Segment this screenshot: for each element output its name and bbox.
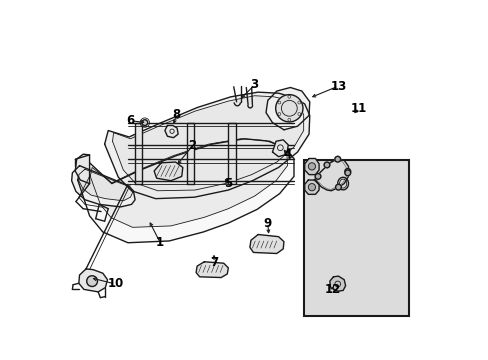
- Polygon shape: [329, 276, 345, 291]
- Circle shape: [335, 184, 341, 190]
- Text: 5: 5: [224, 177, 232, 190]
- Polygon shape: [79, 269, 107, 292]
- Circle shape: [335, 184, 341, 190]
- Circle shape: [142, 120, 147, 126]
- Circle shape: [344, 170, 350, 176]
- Circle shape: [275, 95, 303, 122]
- Circle shape: [314, 174, 320, 179]
- Circle shape: [324, 162, 329, 168]
- Circle shape: [324, 162, 329, 168]
- Polygon shape: [196, 262, 228, 278]
- Polygon shape: [135, 123, 142, 184]
- Text: 8: 8: [172, 108, 180, 121]
- Polygon shape: [79, 169, 132, 201]
- Polygon shape: [249, 234, 284, 253]
- Text: 1: 1: [156, 236, 164, 249]
- Polygon shape: [304, 180, 319, 194]
- Polygon shape: [228, 123, 235, 184]
- Polygon shape: [112, 96, 303, 191]
- Text: 3: 3: [250, 78, 258, 91]
- Text: 13: 13: [330, 80, 346, 93]
- Text: 9: 9: [263, 216, 271, 230]
- Circle shape: [344, 170, 350, 176]
- Circle shape: [344, 168, 350, 174]
- Polygon shape: [90, 139, 287, 227]
- Text: 2: 2: [188, 139, 196, 152]
- Circle shape: [308, 184, 315, 191]
- Text: 10: 10: [107, 278, 123, 291]
- Circle shape: [308, 163, 315, 170]
- Text: 4: 4: [283, 148, 291, 161]
- Circle shape: [308, 163, 315, 170]
- Circle shape: [334, 156, 340, 162]
- Text: 7: 7: [209, 256, 218, 269]
- Polygon shape: [104, 92, 309, 199]
- Circle shape: [314, 174, 320, 179]
- Polygon shape: [272, 140, 287, 157]
- Polygon shape: [265, 87, 309, 130]
- Polygon shape: [75, 154, 89, 184]
- Circle shape: [334, 156, 340, 162]
- Circle shape: [142, 120, 147, 126]
- Polygon shape: [164, 126, 178, 138]
- Circle shape: [275, 95, 303, 122]
- Polygon shape: [78, 139, 293, 243]
- Text: 11: 11: [350, 102, 366, 115]
- Text: 12: 12: [324, 283, 340, 296]
- Text: 6: 6: [126, 114, 134, 127]
- Bar: [303, 160, 408, 316]
- Circle shape: [86, 276, 97, 287]
- Polygon shape: [154, 162, 183, 181]
- Circle shape: [86, 276, 97, 287]
- Circle shape: [308, 184, 315, 191]
- Polygon shape: [187, 123, 194, 184]
- Circle shape: [344, 168, 350, 174]
- Polygon shape: [72, 166, 135, 207]
- Polygon shape: [304, 158, 319, 175]
